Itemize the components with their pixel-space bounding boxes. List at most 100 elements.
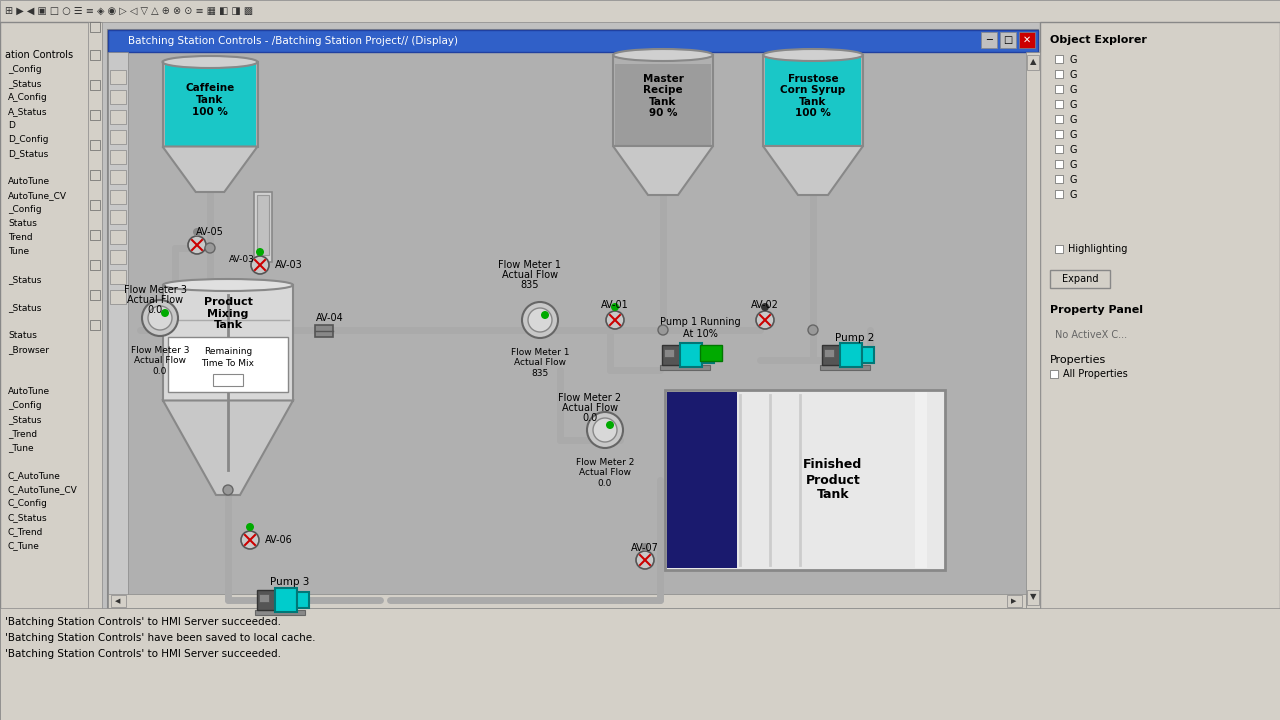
Text: Trend: Trend bbox=[8, 233, 32, 243]
Text: AV-06: AV-06 bbox=[265, 535, 293, 545]
Bar bbox=[0, 0, 1280, 22]
Bar bbox=[163, 285, 293, 400]
Text: D_Status: D_Status bbox=[8, 150, 49, 158]
Bar bbox=[90, 200, 100, 210]
Text: ation Controls: ation Controls bbox=[5, 50, 73, 60]
Text: _Browser: _Browser bbox=[8, 346, 49, 354]
Bar bbox=[110, 170, 125, 184]
Text: C_Tune: C_Tune bbox=[8, 541, 40, 551]
Text: ─: ─ bbox=[986, 35, 992, 45]
Bar bbox=[111, 595, 125, 607]
Bar bbox=[1019, 32, 1036, 48]
Text: D_Config: D_Config bbox=[8, 135, 49, 145]
Bar bbox=[1055, 130, 1062, 138]
Text: Flow Meter 3
Actual Flow
0.0: Flow Meter 3 Actual Flow 0.0 bbox=[131, 346, 189, 376]
Text: □: □ bbox=[1004, 35, 1012, 45]
Circle shape bbox=[251, 256, 269, 274]
Bar bbox=[110, 190, 125, 204]
Text: Pump 2: Pump 2 bbox=[836, 333, 874, 343]
Polygon shape bbox=[165, 146, 256, 174]
Bar bbox=[765, 55, 861, 146]
Circle shape bbox=[529, 308, 552, 332]
Text: _Tune: _Tune bbox=[8, 444, 33, 452]
Bar bbox=[108, 52, 128, 608]
Circle shape bbox=[161, 309, 169, 317]
Bar bbox=[168, 337, 288, 392]
Text: Flow Meter 3: Flow Meter 3 bbox=[123, 285, 187, 295]
Circle shape bbox=[605, 421, 614, 429]
Text: All Properties: All Properties bbox=[1062, 369, 1128, 379]
Text: Pump 3: Pump 3 bbox=[270, 577, 310, 587]
Bar bbox=[90, 290, 100, 300]
Text: G: G bbox=[1070, 175, 1078, 185]
Text: 'Batching Station Controls' have been saved to local cache.: 'Batching Station Controls' have been sa… bbox=[5, 633, 315, 643]
Text: G: G bbox=[1070, 130, 1078, 140]
Bar bbox=[1027, 52, 1039, 608]
Text: _Config: _Config bbox=[8, 205, 42, 215]
Text: C_Trend: C_Trend bbox=[8, 528, 44, 536]
Text: Property Panel: Property Panel bbox=[1050, 305, 1143, 315]
Circle shape bbox=[808, 325, 818, 335]
Text: Batching Station Controls - /Batching Station Project// (Display): Batching Station Controls - /Batching St… bbox=[128, 36, 458, 46]
Circle shape bbox=[193, 228, 201, 236]
Text: AV-02: AV-02 bbox=[751, 300, 780, 310]
Polygon shape bbox=[763, 146, 863, 195]
Circle shape bbox=[762, 303, 769, 311]
Text: AV-01: AV-01 bbox=[602, 300, 628, 310]
Bar bbox=[664, 349, 675, 357]
Text: Time To Mix: Time To Mix bbox=[201, 359, 255, 369]
Bar bbox=[0, 608, 1280, 720]
Bar bbox=[820, 365, 870, 370]
Bar bbox=[614, 64, 710, 146]
Bar bbox=[90, 22, 100, 32]
Bar bbox=[110, 130, 125, 144]
Text: Caffeine
Tank
100 %: Caffeine Tank 100 % bbox=[186, 84, 234, 117]
Text: Flow Meter 1: Flow Meter 1 bbox=[498, 260, 562, 270]
Text: G: G bbox=[1070, 85, 1078, 95]
Text: Master
Recipe
Tank
90 %: Master Recipe Tank 90 % bbox=[643, 73, 684, 118]
Bar bbox=[257, 195, 269, 255]
Text: G: G bbox=[1070, 55, 1078, 65]
Bar bbox=[110, 70, 125, 84]
Circle shape bbox=[611, 303, 620, 311]
Text: ⊞ ▶ ◀ ▣ □ ○ ☰ ≡ ◈ ◉ ▷ ◁ ▽ △ ⊕ ⊗ ⊙ ≡ ▦ ◧ ◨ ▩: ⊞ ▶ ◀ ▣ □ ○ ☰ ≡ ◈ ◉ ▷ ◁ ▽ △ ⊕ ⊗ ⊙ ≡ ▦ ◧ … bbox=[5, 6, 253, 16]
Text: AV-07: AV-07 bbox=[631, 543, 659, 553]
Text: 'Batching Station Controls' to HMI Server succeeded.: 'Batching Station Controls' to HMI Serve… bbox=[5, 617, 282, 627]
Circle shape bbox=[148, 306, 172, 330]
Circle shape bbox=[756, 311, 774, 329]
Bar bbox=[1050, 270, 1110, 288]
Text: Actual Flow: Actual Flow bbox=[562, 403, 618, 413]
Circle shape bbox=[205, 243, 215, 253]
Text: G: G bbox=[1070, 115, 1078, 125]
Text: D: D bbox=[8, 122, 15, 130]
Circle shape bbox=[658, 325, 668, 335]
Circle shape bbox=[588, 412, 623, 448]
Bar bbox=[1027, 55, 1039, 70]
Bar bbox=[1027, 590, 1039, 605]
Text: ◀: ◀ bbox=[115, 598, 120, 604]
Text: AV-03: AV-03 bbox=[229, 256, 255, 264]
Bar bbox=[1055, 115, 1062, 123]
Bar bbox=[110, 90, 125, 104]
Bar bbox=[88, 22, 102, 720]
Text: C_Status: C_Status bbox=[8, 513, 47, 523]
Bar bbox=[667, 392, 737, 568]
Circle shape bbox=[256, 248, 264, 256]
Ellipse shape bbox=[613, 49, 713, 61]
Bar bbox=[259, 594, 269, 602]
Polygon shape bbox=[765, 146, 861, 176]
Bar bbox=[824, 349, 835, 357]
Circle shape bbox=[223, 485, 233, 495]
Bar bbox=[1007, 595, 1021, 607]
Bar bbox=[90, 80, 100, 90]
Text: G: G bbox=[1070, 70, 1078, 80]
Text: Status: Status bbox=[8, 220, 37, 228]
Bar bbox=[680, 343, 701, 367]
Circle shape bbox=[541, 311, 549, 319]
Text: C_AutoTune: C_AutoTune bbox=[8, 472, 61, 480]
Text: G: G bbox=[1070, 145, 1078, 155]
Text: Flow Meter 1
Actual Flow
835: Flow Meter 1 Actual Flow 835 bbox=[511, 348, 570, 378]
Bar bbox=[1055, 145, 1062, 153]
Bar bbox=[861, 347, 874, 363]
Circle shape bbox=[142, 300, 178, 336]
